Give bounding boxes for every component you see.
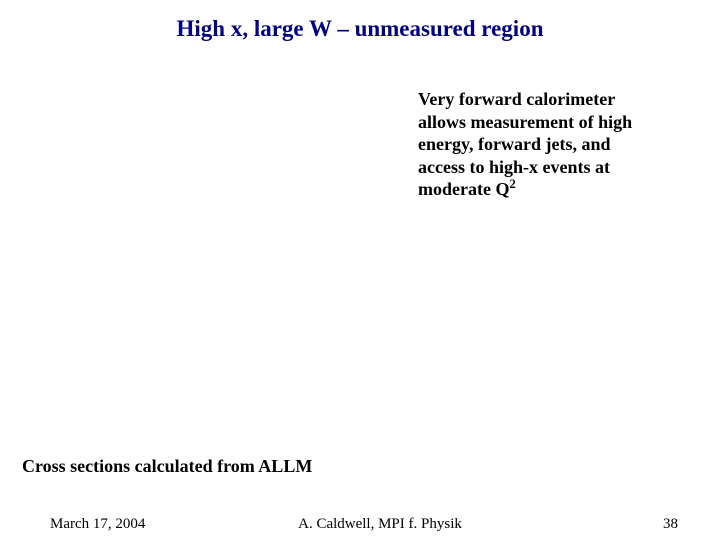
- caption-text: Cross sections calculated from ALLM: [22, 456, 312, 477]
- body-line-2: allows measurement of high: [418, 112, 632, 132]
- footer-author: A. Caldwell, MPI f. Physik: [258, 516, 462, 533]
- body-line-3: energy, forward jets, and: [418, 134, 610, 154]
- body-line-4: access to high-x events at: [418, 157, 610, 177]
- footer-page-number: 38: [663, 516, 678, 533]
- body-line-5a: moderate Q: [418, 179, 509, 199]
- footer-center-wrap: A. Caldwell, MPI f. Physik: [0, 516, 720, 533]
- slide: High x, large W – unmeasured region Very…: [0, 0, 720, 540]
- body-paragraph: Very forward calorimeter allows measurem…: [418, 88, 678, 201]
- body-line-1: Very forward calorimeter: [418, 89, 615, 109]
- slide-title: High x, large W – unmeasured region: [0, 16, 720, 42]
- body-line-5-superscript: 2: [509, 177, 515, 191]
